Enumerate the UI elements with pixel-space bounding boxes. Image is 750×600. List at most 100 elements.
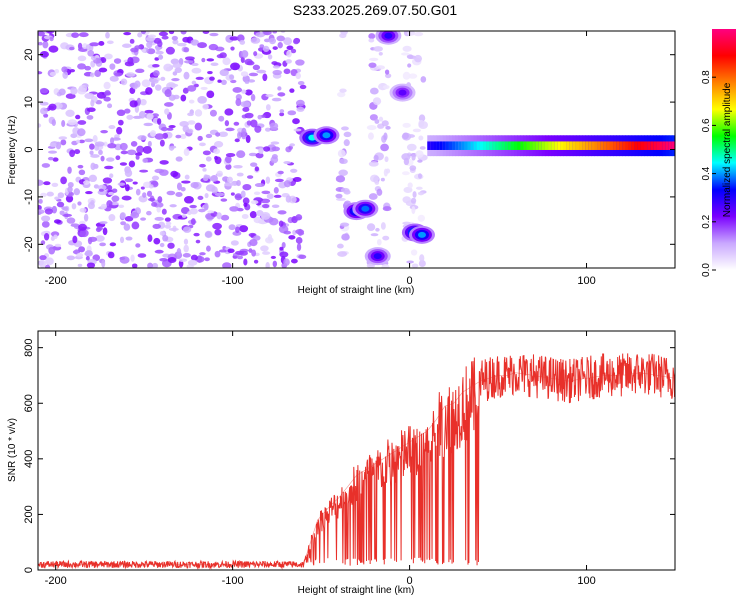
spectrogram-noise-cell [384,156,389,163]
spectrogram-noise-cell [202,176,209,182]
spectrogram-noise-cell [163,102,174,107]
spectrogram-noise-cell [209,76,215,81]
spectrogram-noise-cell [193,232,200,237]
spectrogram-noise-cell [195,239,201,244]
spectrogram-noise-cell [51,119,56,126]
spectrogram-noise-cell [382,235,390,241]
spectrogram-noise-cell [78,246,86,253]
spectrogram-noise-cell [198,208,206,213]
spectrogram-noise-cell [48,246,56,255]
spectrogram-noise-cell [292,177,302,183]
spectrogram-band-core [461,141,465,150]
spectrogram-noise-cell [229,206,239,212]
spectrogram-noise-cell [159,139,165,147]
spectrogram-band-core [665,141,670,150]
spectrogram-band-core [442,141,447,150]
spectrogram-noise-cell [264,127,271,132]
spectrogram-noise-cell [116,126,123,135]
spectrogram-noise-cell [85,191,93,195]
spectrogram-noise-cell [268,37,277,45]
spectrogram-noise-cell [281,242,286,249]
spectrogram-noise-cell [283,161,292,165]
spectrogram-noise-cell [265,176,271,184]
spectrogram-noise-cell [183,148,190,157]
spectrogram-noise-cell [277,86,282,91]
spectrogram-noise-cell [241,89,247,94]
spectrogram-noise-cell [227,248,235,254]
spectrogram-noise-cell [151,202,158,207]
spectrogram-noise-cell [283,230,292,235]
spectrogram-noise-cell [109,242,117,247]
spectrogram-noise-cell [48,45,59,53]
spectrogram-noise-cell [214,192,225,197]
spectrogram-noise-cell [417,214,425,222]
spectrogram-noise-cell [244,113,251,117]
colorbar-gradient [712,29,736,270]
spectrogram-noise-cell [83,180,90,185]
spectrogram-noise-cell [217,79,222,83]
spectrogram-noise-cell [343,131,352,138]
spectrogram-noise-cell [412,128,422,133]
spectrogram-noise-cell [181,180,191,184]
spectrogram-noise-cell [73,188,81,196]
spectrogram-noise-cell [220,214,230,221]
spectrogram-noise-cell [79,229,89,238]
spectrogram-noise-cell [409,165,417,171]
spectrogram-noise-cell [67,186,73,193]
spectrogram-band-core [575,141,580,150]
spectrogram-noise-cell [142,192,147,198]
spectrogram-noise-cell [215,132,221,137]
spectrogram-noise-cell [39,87,49,94]
spectrogram-noise-cell [162,234,169,242]
spectrogram-noise-cell [180,94,187,102]
spectrogram-noise-cell [415,150,424,158]
spectrogram-noise-cell [70,87,78,95]
spectrogram-noise-cell [146,113,154,120]
snr-panel: -200 -100 0 100 0 200 400 600 800 Height of stra… [7,330,676,596]
spectrogram-noise-cell [137,135,147,141]
spectrogram-noise-cell [263,146,271,152]
spectrogram-noise-cell [84,138,94,143]
spectrogram-noise-cell [205,156,212,162]
spectrogram-noise-cell [38,198,43,204]
spectrogram-noise-cell [262,203,270,209]
spectrogram-noise-cell [154,249,164,254]
spectrogram-noise-cell [283,258,290,266]
spectrogram-noise-cell [260,245,269,252]
spectrogram-noise-cell [240,50,249,58]
spectrogram-noise-cell [236,255,244,260]
spectrogram-noise-cell [376,188,383,196]
spectrogram-noise-cell [254,125,262,133]
spectrogram-noise-cell [85,44,92,51]
spectrogram-noise-cell [161,126,168,132]
spectrogram-noise-cell [228,224,236,231]
spectrogram-band-core [486,141,490,150]
spectrogram-noise-cell [156,206,161,213]
spectrogram-band-core [662,141,667,150]
spectrogram-noise-cell [111,195,120,202]
spectrogram-noise-cell [366,263,376,268]
spectrogram-noise-cell [94,69,102,78]
spectrogram-noise-cell [288,235,296,240]
spectrogram-noise-cell [138,111,146,119]
spectrogram-band-core [566,141,571,150]
spectrogram-noise-cell [240,101,251,108]
snr-xtick-label: 100 [577,575,595,587]
spectrogram-noise-cell [139,98,147,106]
spectrogram-band-core [653,141,657,150]
spectrogram-noise-cell [38,123,42,128]
spectrogram-noise-cell [201,57,206,63]
spectrogram-noise-cell [56,201,65,208]
spectrogram-noise-cell [88,174,98,183]
spectrogram-noise-cell [273,187,279,194]
spectrogram-noise-cell [265,104,271,111]
spectrogram-noise-cell [127,57,134,65]
spectrogram-noise-cell [272,69,283,76]
spectrogram-noise-cell [262,45,270,52]
spectrogram-noise-cell [78,32,89,38]
spectrogram-noise-cell [58,88,66,96]
spectrogram-noise-cell [48,103,57,111]
spectrogram-noise-cell [234,193,243,201]
spectrogram-noise-cell [203,202,209,211]
